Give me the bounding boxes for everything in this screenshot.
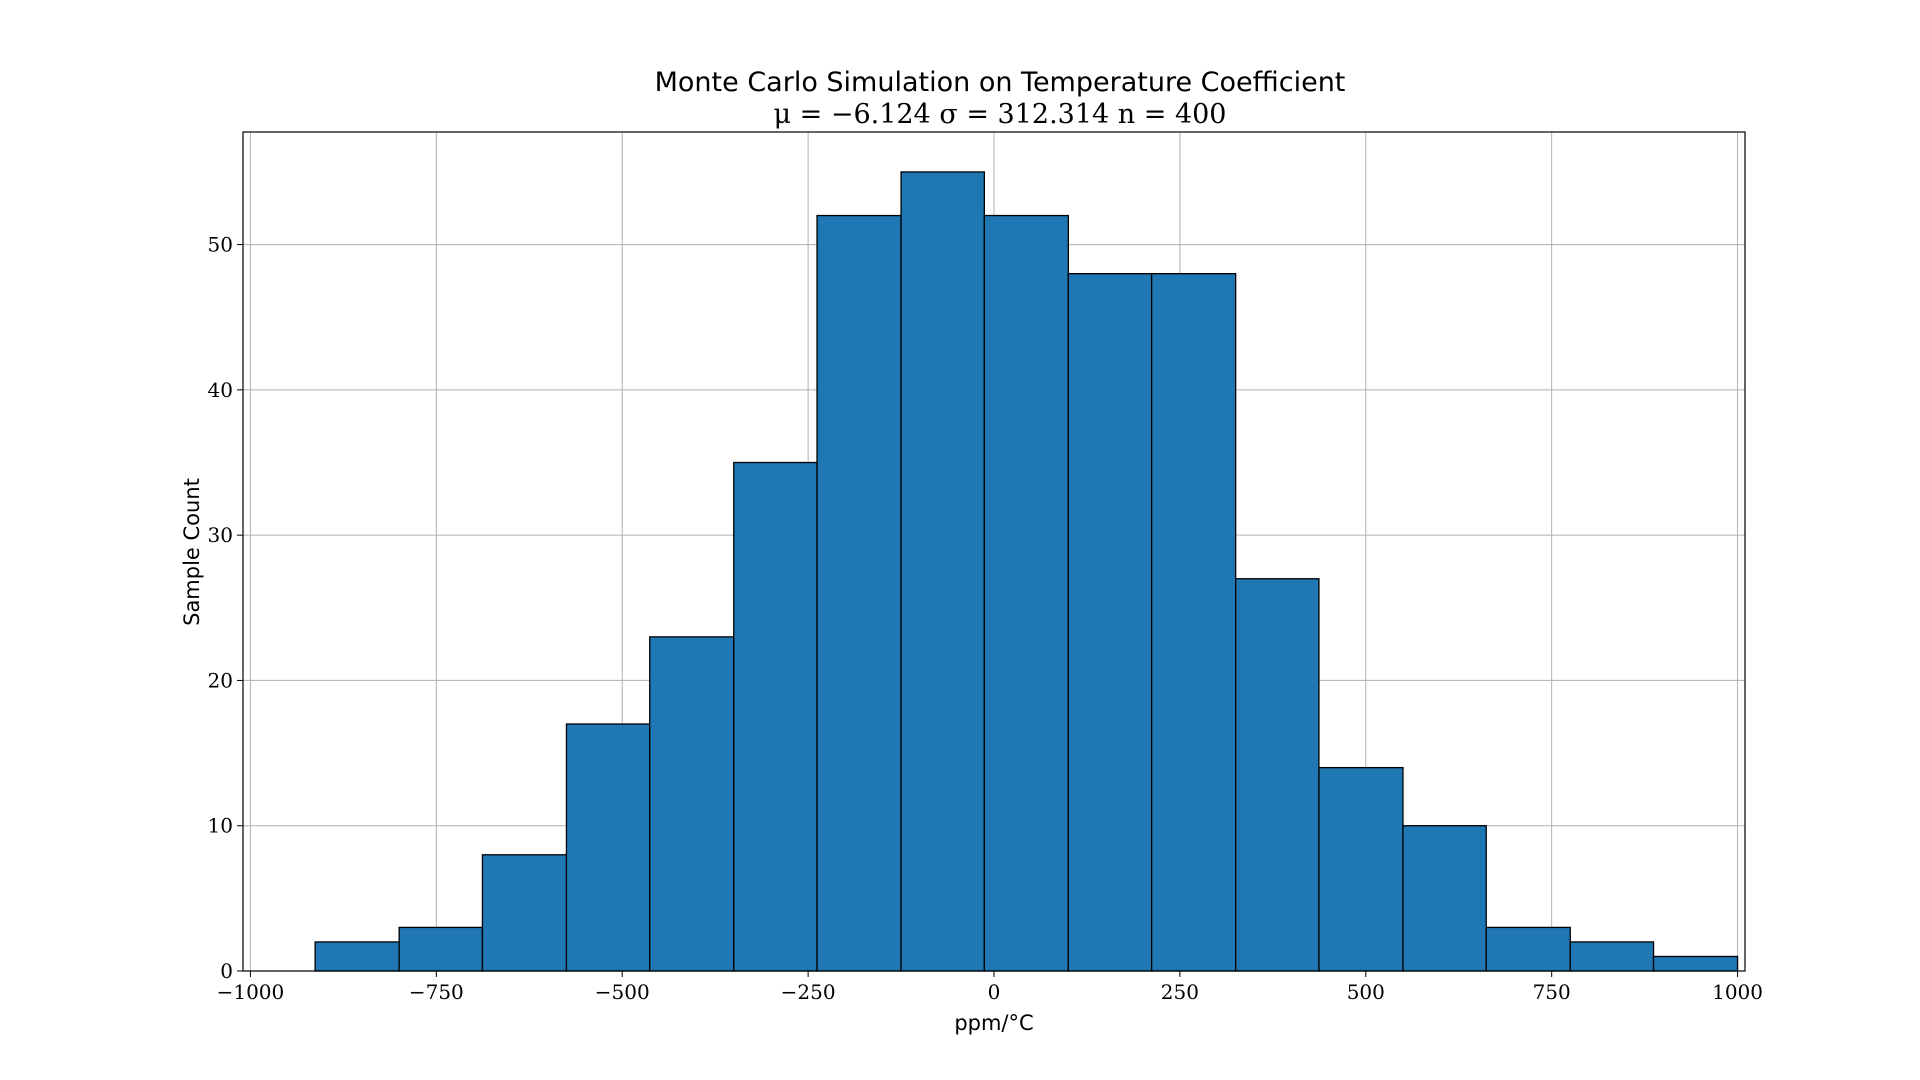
- y-tick-label: 40: [208, 378, 233, 402]
- y-axis-label: Sample Count: [180, 478, 204, 626]
- chart-subtitle: μ = −6.124 σ = 312.314 n = 400: [773, 99, 1226, 130]
- histogram-bar: [1067, 272, 1153, 972]
- histogram-bar: [481, 854, 568, 972]
- y-tick-label: 10: [208, 814, 233, 838]
- x-tick-label: −750: [409, 980, 464, 1004]
- histogram-bars: [314, 171, 1739, 972]
- x-tick-label: −1000: [217, 980, 285, 1004]
- x-tick-label: −500: [595, 980, 650, 1004]
- x-axis-ticks: −1000 −750 −500 −250 0 250 500 750 1000: [217, 971, 1763, 1004]
- histogram-bar: [900, 171, 985, 972]
- histogram-bar: [1150, 272, 1237, 972]
- x-axis-label: ppm/°C: [954, 1011, 1033, 1035]
- histogram-bar: [816, 214, 902, 972]
- x-tick-label: 0: [988, 980, 1001, 1004]
- histogram-bar: [983, 214, 1070, 972]
- histogram-bar: [1652, 955, 1739, 972]
- histogram-bar: [398, 926, 484, 972]
- histogram-bar: [565, 723, 651, 972]
- histogram-bar: [733, 461, 818, 972]
- x-tick-label: −250: [781, 980, 836, 1004]
- y-axis-ticks: 0 10 20 30 40 50: [208, 233, 243, 983]
- histogram-bar: [1485, 926, 1571, 972]
- x-tick-label: 1000: [1712, 980, 1763, 1004]
- histogram-bar: [1402, 825, 1487, 972]
- y-tick-label: 0: [220, 959, 233, 983]
- y-tick-label: 20: [208, 668, 233, 692]
- histogram-bar: [1235, 578, 1320, 972]
- x-tick-label: 500: [1347, 980, 1385, 1004]
- x-tick-label: 750: [1533, 980, 1571, 1004]
- histogram-bar: [1318, 766, 1404, 972]
- y-tick-label: 30: [208, 523, 233, 547]
- histogram-bar: [1569, 941, 1655, 972]
- y-tick-label: 50: [208, 233, 233, 257]
- histogram-bar: [649, 636, 735, 972]
- x-tick-label: 250: [1161, 980, 1199, 1004]
- chart-title: Monte Carlo Simulation on Temperature Co…: [655, 67, 1346, 98]
- histogram-bar: [314, 941, 400, 972]
